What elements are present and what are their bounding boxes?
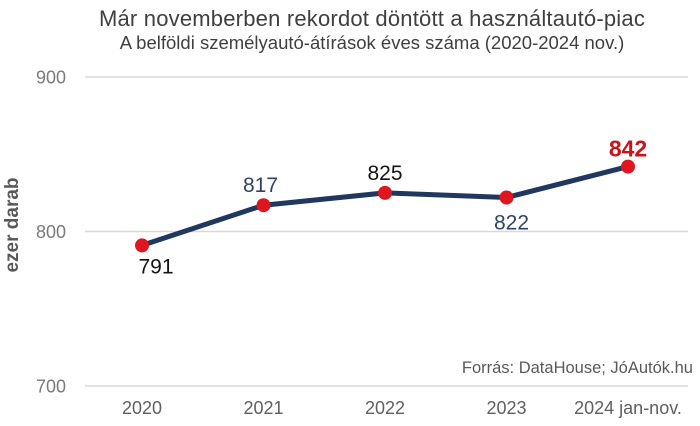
data-point-label: 822 (494, 212, 529, 235)
x-axis-tick-label: 2023 (486, 398, 526, 418)
y-axis-tick-label: 800 (36, 222, 66, 242)
y-axis-tick-label: 900 (36, 68, 66, 88)
data-point-marker (135, 238, 149, 253)
x-axis-tick-label: 2024 jan-nov. (574, 398, 682, 418)
data-point-marker (621, 159, 635, 174)
data-point-label: 817 (243, 174, 278, 197)
x-axis-tick-label: 2020 (122, 398, 162, 418)
data-point-marker (256, 198, 271, 213)
x-axis-tick-label: 2021 (243, 398, 283, 418)
x-axis-tick-label: 2022 (365, 398, 405, 418)
data-point-marker (378, 185, 392, 200)
y-axis-tick-label: 700 (36, 377, 66, 397)
data-point-label: 825 (367, 162, 402, 185)
data-point-label: 791 (138, 255, 173, 278)
data-point-marker (499, 190, 514, 205)
data-point-label: 842 (609, 136, 647, 162)
source-credit: Forrás: DataHouse; JóAutók.hu (461, 359, 693, 377)
